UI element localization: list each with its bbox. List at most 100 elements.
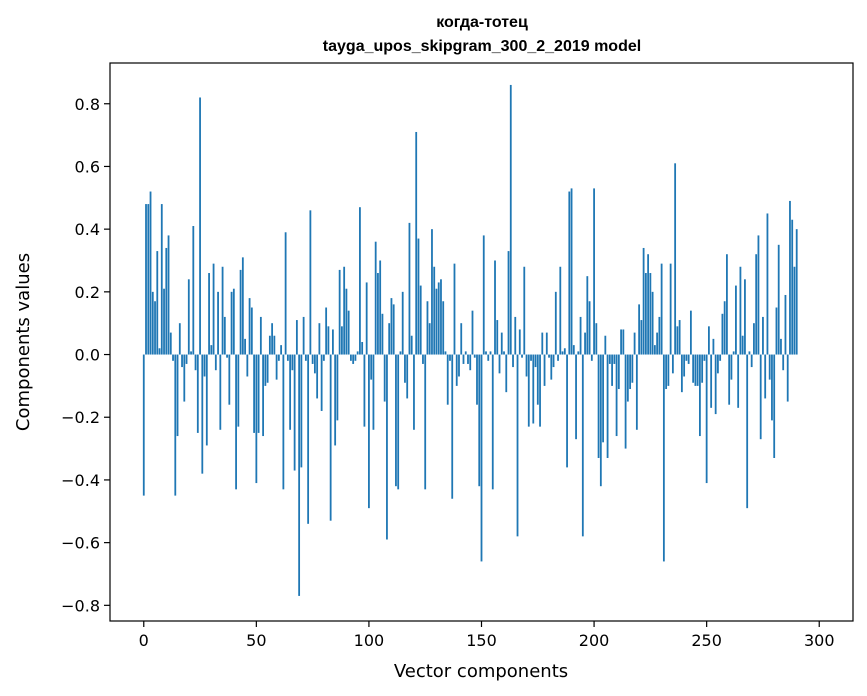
- y-tick-label: −0.2: [61, 408, 100, 427]
- bar-226: [651, 291, 654, 355]
- bar-55: [266, 354, 269, 383]
- bar-70: [300, 354, 303, 468]
- plot-frame: [109, 62, 854, 622]
- bar-71: [302, 316, 305, 355]
- bar-23: [194, 354, 197, 371]
- bar-19: [185, 354, 188, 364]
- bar-231: [662, 354, 665, 562]
- x-tick-label: 0: [139, 631, 149, 650]
- bar-106: [381, 313, 384, 355]
- bar-190: [570, 188, 573, 355]
- bar-123: [419, 285, 422, 355]
- bar-234: [669, 263, 672, 355]
- bar-194: [579, 316, 582, 355]
- bar-104: [377, 273, 379, 355]
- bar-147: [473, 354, 476, 358]
- bar-32: [214, 354, 217, 371]
- bar-63: [284, 232, 287, 355]
- bar-59: [275, 354, 278, 380]
- bar-126: [426, 301, 429, 355]
- bar-21: [190, 351, 192, 355]
- bar-179: [545, 332, 548, 355]
- bar-4: [151, 291, 154, 355]
- bar-50: [255, 354, 258, 484]
- bar-243: [689, 310, 692, 355]
- x-tick-label: 50: [246, 631, 266, 650]
- bar-256: [719, 354, 722, 361]
- bar-263: [735, 285, 737, 355]
- bar-77: [316, 354, 319, 399]
- bar-140: [458, 354, 460, 377]
- bar-204: [602, 354, 604, 443]
- bar-69: [298, 354, 301, 596]
- bar-100: [368, 354, 370, 509]
- bar-114: [399, 351, 402, 355]
- bar-282: [777, 244, 780, 355]
- bar-224: [647, 254, 650, 355]
- bar-173: [532, 354, 535, 424]
- bar-34: [219, 354, 222, 430]
- bar-183: [554, 291, 557, 355]
- bar-29: [208, 273, 210, 355]
- bar-222: [642, 247, 645, 355]
- bar-223: [644, 273, 647, 355]
- bar-39: [230, 291, 233, 355]
- bar-85: [334, 354, 337, 446]
- bar-74: [309, 210, 312, 355]
- bar-60: [277, 354, 280, 361]
- bar-82: [327, 326, 330, 355]
- bar-232: [665, 354, 668, 390]
- bar-259: [726, 254, 728, 355]
- bar-278: [768, 354, 771, 380]
- bar-10: [165, 247, 168, 355]
- bar-113: [397, 354, 400, 490]
- bar-157: [496, 320, 499, 355]
- bar-164: [512, 354, 514, 368]
- bar-244: [692, 354, 695, 383]
- bar-41: [235, 354, 237, 490]
- bar-213: [622, 329, 625, 355]
- bar-43: [239, 269, 242, 355]
- bar-175: [536, 354, 539, 405]
- bar-36: [223, 316, 226, 355]
- bar-73: [307, 354, 310, 524]
- bar-90: [345, 288, 348, 355]
- bar-83: [329, 354, 332, 521]
- bar-229: [658, 316, 661, 355]
- bar-208: [611, 354, 613, 386]
- bar-254: [714, 354, 717, 415]
- bar-107: [383, 354, 386, 402]
- bar-250: [705, 354, 708, 484]
- bar-series: [142, 84, 798, 596]
- bar-240: [683, 354, 686, 377]
- bar-103: [374, 241, 377, 355]
- bar-209: [613, 354, 616, 364]
- bar-66: [291, 354, 294, 371]
- bar-38: [228, 354, 231, 405]
- bar-115: [401, 291, 404, 355]
- bar-67: [293, 354, 296, 471]
- bar-239: [680, 354, 683, 393]
- bar-186: [561, 351, 564, 355]
- bar-159: [500, 332, 503, 355]
- y-tick-label: 0.0: [75, 346, 100, 365]
- bar-132: [440, 279, 442, 355]
- bar-272: [755, 254, 758, 355]
- bar-96: [359, 207, 361, 355]
- bar-117: [406, 354, 409, 399]
- bar-290: [795, 229, 798, 355]
- bar-81: [325, 307, 328, 355]
- bar-45: [244, 338, 246, 355]
- bar-211: [617, 354, 620, 390]
- bar-78: [318, 323, 321, 355]
- bar-93: [352, 354, 355, 364]
- bar-283: [780, 338, 782, 355]
- bar-228: [656, 332, 659, 355]
- bar-188: [566, 354, 568, 468]
- bar-119: [410, 335, 413, 355]
- bar-88: [341, 326, 343, 355]
- bar-65: [289, 354, 292, 430]
- x-axis-ticks: 0 50 100 150 200 250 300: [139, 621, 835, 650]
- bar-3: [149, 191, 152, 355]
- bar-268: [746, 354, 749, 509]
